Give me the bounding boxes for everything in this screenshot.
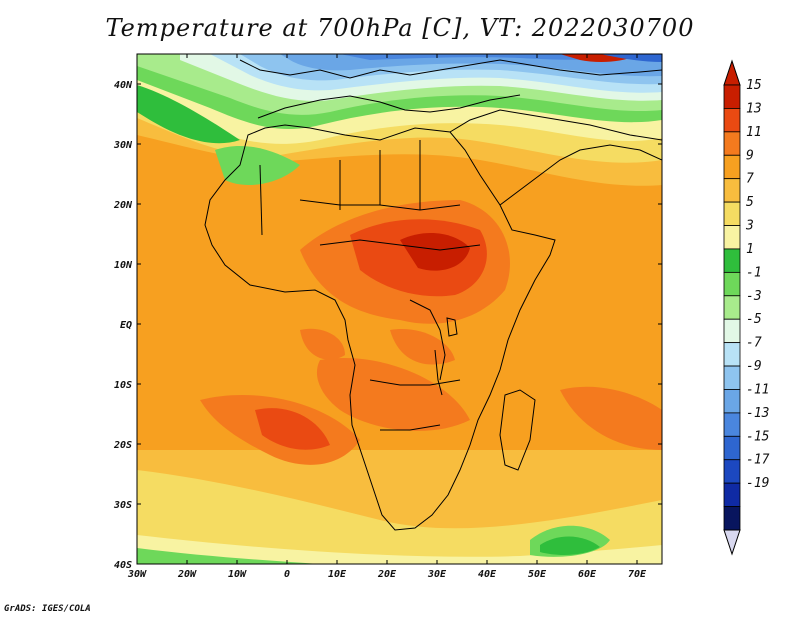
lon-label: 10E: [328, 569, 347, 580]
lat-label: 20N: [113, 200, 133, 211]
lon-label: 30W: [127, 569, 147, 580]
colorbar-swatch: [723, 84, 741, 109]
colorbar-swatch: [723, 271, 741, 297]
colorbar-swatch: [723, 459, 741, 484]
grads-credit: GrADS: IGES/COLA: [4, 604, 91, 614]
colorbar-label: -1: [746, 265, 762, 280]
lat-label: 30S: [113, 500, 132, 511]
lat-label: 40S: [114, 560, 132, 571]
lat-label: 20S: [113, 440, 132, 451]
colorbar-swatch: [723, 412, 741, 437]
colorbar-swatch: [723, 248, 741, 273]
colorbar-swatch: [723, 389, 741, 414]
coastlines: [204, 59, 662, 531]
lon-label: 0: [284, 569, 290, 580]
colorbar-label: -9: [746, 359, 762, 374]
colorbar-label: -19: [746, 476, 769, 491]
lon-label: 20W: [177, 569, 197, 580]
colorbar-swatch: [723, 435, 741, 461]
lon-label: 40E: [478, 569, 497, 580]
map-frame: [136, 53, 663, 565]
axis-ticks: [136, 54, 662, 565]
colorbar-label: 5: [746, 195, 754, 210]
lat-label: 40N: [114, 80, 133, 91]
colorbar-swatch: [723, 201, 741, 226]
colorbar-bottom-arrow: [723, 529, 741, 556]
colorbar-label: -3: [746, 289, 762, 304]
colorbar-swatch: [723, 108, 741, 133]
colorbar: 15 13 11 9 7 5 3 1 -1 -3 -5 -7 -9 -11 -13 -15 -17 -19: [723, 59, 770, 556]
lat-label: 10S: [114, 380, 132, 391]
colorbar-label: 3: [745, 219, 754, 234]
colorbar-label: 11: [746, 125, 762, 140]
lat-label: 10N: [114, 260, 133, 271]
colorbar-label: -5: [746, 312, 762, 327]
colorbar-swatch: [723, 225, 741, 250]
colorbar-swatch: [723, 365, 741, 390]
lat-label: 30N: [113, 140, 133, 151]
lon-label: 60E: [578, 569, 597, 580]
colorbar-label: 9: [746, 148, 754, 163]
longitude-labels: 30W 20W 10W 0 10E 20E 30E 40E 50E 60E 70E: [127, 569, 647, 580]
temperature-field: [137, 54, 662, 564]
colorbar-label: -15: [746, 429, 770, 444]
colorbar-label: -17: [746, 453, 770, 468]
colorbar-swatch: [723, 131, 741, 156]
lon-label: 50E: [528, 569, 547, 580]
colorbar-swatch: [723, 482, 741, 507]
colorbar-label: 15: [746, 78, 762, 93]
colorbar-swatch: [723, 506, 741, 531]
colorbar-swatch: [723, 295, 741, 320]
chart-title: Temperature at 700hPa [C], VT: 202203070…: [105, 14, 695, 42]
colorbar-top-arrow: [723, 59, 741, 86]
colorbar-label: 1: [746, 242, 754, 257]
latitude-labels: 40N 30N 20N 10N EQ 10S 20S 30S 40S: [113, 80, 133, 571]
colorbar-label: -11: [746, 382, 769, 397]
colorbar-swatch: [723, 154, 741, 180]
colorbar-swatch: [723, 318, 741, 344]
lon-label: 20E: [377, 569, 397, 580]
lon-label: 10W: [228, 569, 247, 580]
lon-label: 30E: [427, 569, 447, 580]
colorbar-swatch: [723, 342, 741, 367]
colorbar-label: 7: [746, 172, 754, 187]
colorbar-label: -13: [746, 406, 769, 421]
colorbar-label: 13: [746, 101, 762, 116]
colorbar-swatch: [723, 178, 741, 203]
colorbar-label: -7: [746, 336, 762, 351]
lat-label: EQ: [120, 320, 132, 331]
lon-label: 70E: [628, 569, 647, 580]
